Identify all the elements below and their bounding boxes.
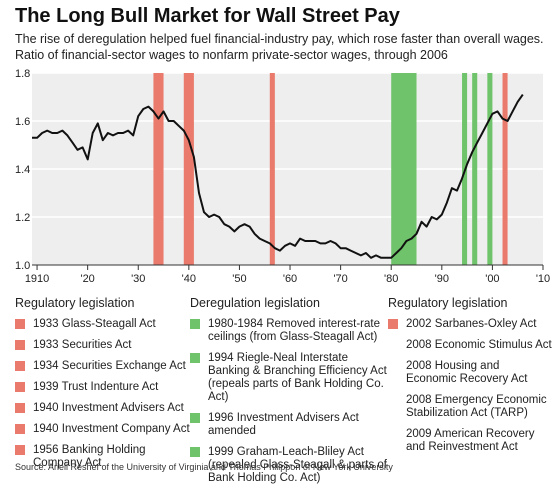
line-chart: 1910 '20 '30 '40 '50 '60 '70 '80 '90 '00 '10 1.0 1.2… [15,68,550,285]
legislation-band [183,73,194,265]
legend-year: 1980-1984 [208,318,263,330]
legend-swatch [15,319,25,329]
legend-year: 1994 [208,352,234,364]
y-tick-label: 1.2 [15,212,30,224]
legend-text: Investment Advisers Act [61,402,184,414]
legislation-band [153,73,164,265]
legislation-band [487,73,493,265]
legend-item: 1994 Riegle-Neal Interstate Banking & Br… [190,352,390,404]
chart-title: The Long Bull Market for Wall Street Pay [15,5,400,27]
legend-year: 1999 [208,446,234,458]
legend-year: 1996 [208,412,234,424]
legend-heading: Deregulation legislation [190,296,320,310]
legend-item: 2002 Sarbanes-Oxley Act [388,318,553,331]
legend-swatch [15,445,25,455]
legend-item: 2009 American Recovery and Reinvestment … [388,428,553,454]
legend-item: 2008 Economic Stimulus Act [388,339,553,352]
legend-item: 1940 Investment Company Act [15,423,190,436]
x-tick-label: 1910 [25,273,49,285]
legend-item: 1996 Investment Advisers Act amended [190,412,390,438]
x-tick-label: '70 [333,273,347,285]
legend-text: Housing and Economic Recovery Act [406,360,528,385]
legend-item: 2008 Emergency Economic Stabilization Ac… [388,394,553,420]
legislation-band [502,73,508,265]
legend-year: 1940 [33,402,59,414]
x-tick-label: '20 [80,273,94,285]
x-tick-label: '30 [131,273,145,285]
legend-text: Banking Holding Company Act [33,444,146,469]
legend-item: 1956 Banking Holding Company Act [15,444,190,470]
legend-item: 1940 Investment Advisers Act [15,402,190,415]
legend-year: 2008 [406,360,432,372]
legislation-band [269,73,275,265]
legend-swatch [15,424,25,434]
legend-item: 1980-1984 Removed interest-rate ceilings… [190,318,390,344]
y-tick-label: 1.0 [15,260,30,272]
legend-year: 1934 [33,360,59,372]
legend-year: 1956 [33,444,59,456]
legend-item: 1939 Trust Indenture Act [15,381,190,394]
legend-swatch [388,319,398,329]
legislation-band [472,73,478,265]
legend-swatch [190,413,200,423]
legend-text: Investment Company Act [61,423,190,435]
legend-item: 1933 Glass-Steagall Act [15,318,190,331]
legend-year: 1940 [33,423,59,435]
legend-text: Securities Exchange Act [61,360,186,372]
legislation-band [391,73,417,265]
legend-text: Economic Stimulus Act [434,339,552,351]
legend-text: Glass-Steagall Act [61,318,156,330]
legend-year: 2008 [406,339,432,351]
legend-text: Removed interest-rate ceilings (from Gla… [208,318,380,343]
legend-item: 1933 Securities Act [15,339,190,352]
legend-heading: Regulatory legislation [388,296,508,310]
legend-text: Securities Act [61,339,132,351]
legend-swatch [190,353,200,363]
legend-text: Investment Advisers Act amended [208,412,359,437]
x-tick-label: '40 [182,273,196,285]
legend-year: 2002 [406,318,432,330]
x-tick-label: '00 [485,273,499,285]
legend-swatch [15,382,25,392]
legend-swatch [190,319,200,329]
legend-swatch [15,403,25,413]
legend-text: Emergency Economic Stabilization Act (TA… [406,394,547,419]
legend-swatch [15,361,25,371]
legend-item: 2008 Housing and Economic Recovery Act [388,360,553,386]
x-tick-label: '50 [232,273,246,285]
legend-year: 1939 [33,381,59,393]
legend-year: 1933 [33,318,59,330]
legend-item: 1934 Securities Exchange Act [15,360,190,373]
series-line [32,94,524,259]
source-note: Source: Ariell Reshef of the University … [15,462,393,472]
legend-heading: Regulatory legislation [15,296,135,310]
x-tick-label: '80 [384,273,398,285]
legend-text: American Recovery and Reinvestment Act [406,428,535,453]
legend-text: Riegle-Neal Interstate Banking & Branchi… [208,352,387,403]
chart-description: Ratio of financial-sector wages to nonfa… [15,48,448,62]
chart-subtitle: The rise of deregulation helped fuel fin… [15,32,544,46]
y-tick-label: 1.6 [15,116,30,128]
legend-text: Trust Indenture Act [61,381,159,393]
legend-regulatory: Regulatory legislation 1933 Glass-Steagal… [15,296,190,478]
y-tick-label: 1.4 [15,164,30,176]
legend-swatch [190,447,200,457]
legend-year: 1933 [33,339,59,351]
legend-swatch [15,340,25,350]
x-tick-label: '60 [283,273,297,285]
legend-text: Sarbanes-Oxley Act [434,318,537,330]
legend-year: 2008 [406,394,432,406]
x-tick-label: '90 [435,273,449,285]
legend-year: 2009 [406,428,432,440]
y-tick-label: 1.8 [15,68,30,80]
x-tick-label: '10 [536,273,550,285]
legend-regulatory-recent: Regulatory legislation 2002 Sarbanes-Oxle… [388,296,553,462]
